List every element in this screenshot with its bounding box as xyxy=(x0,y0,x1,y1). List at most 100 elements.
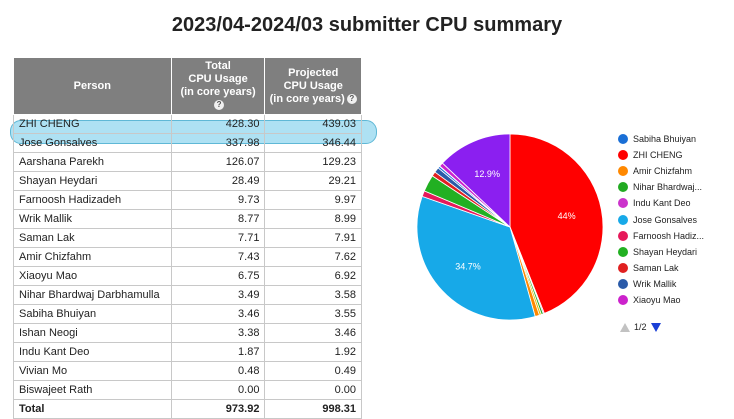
cell-person: Nihar Bhardwaj Darbhamulla xyxy=(13,285,172,305)
legend-item[interactable]: Farnoosh Hadiz... xyxy=(618,228,704,244)
legend-color-dot xyxy=(618,214,628,225)
legend-item[interactable]: Shayan Heydari xyxy=(618,244,704,260)
header-projected-line3: (in core years) xyxy=(269,92,345,105)
cell-projected: 8.99 xyxy=(264,209,362,229)
pie-slice[interactable] xyxy=(441,133,511,228)
cell-person: Wrik Mallik xyxy=(13,209,172,229)
legend-item[interactable]: Indu Kant Deo xyxy=(618,195,704,211)
cell-person: ZHI CHENG xyxy=(13,114,172,134)
table-total-row: Total 973.92 998.31 xyxy=(13,399,362,419)
legend-item[interactable]: Xiaoyu Mao xyxy=(618,292,704,308)
legend-color-dot xyxy=(618,166,628,177)
cell-projected: 29.21 xyxy=(264,171,362,191)
legend-prev-page-icon[interactable] xyxy=(620,322,630,332)
cell-person: Biswajeet Rath xyxy=(13,380,172,400)
cell-total: 0.48 xyxy=(170,361,266,381)
header-projected-cpu[interactable]: Projected CPU Usage (in core years)? xyxy=(264,57,362,115)
pie-slice-label: 44% xyxy=(558,211,576,221)
legend-label: Wrik Mallik xyxy=(633,278,677,289)
cell-total: 3.49 xyxy=(170,285,266,305)
legend-label: Sabiha Bhuiyan xyxy=(633,134,697,145)
table-row: Vivian Mo 0.48 0.49 xyxy=(13,361,362,381)
cell-total: 3.38 xyxy=(170,323,266,343)
legend-item[interactable]: Saman Lak xyxy=(618,260,704,276)
table-row: Biswajeet Rath 0.00 0.00 xyxy=(13,380,362,400)
legend-label: Xiaoyu Mao xyxy=(633,294,681,305)
cell-total: 28.49 xyxy=(170,171,266,191)
cell-projected: 998.31 xyxy=(264,399,362,419)
cell-projected: 3.46 xyxy=(264,323,362,343)
table-row: Wrik Mallik 8.77 8.99 xyxy=(13,209,362,229)
legend-item[interactable]: Amir Chizfahm xyxy=(618,163,704,179)
legend-label: Farnoosh Hadiz... xyxy=(633,230,705,241)
cell-projected: 7.91 xyxy=(264,228,362,248)
header-projected-line2: CPU Usage xyxy=(283,79,343,92)
table-row: Farnoosh Hadizadeh 9.73 9.97 xyxy=(13,190,362,210)
legend-color-dot xyxy=(618,278,628,289)
header-person[interactable]: Person xyxy=(13,57,172,115)
pie-slice[interactable] xyxy=(509,133,604,314)
cell-projected: 9.97 xyxy=(264,190,362,210)
table-row: Ishan Neogi 3.38 3.46 xyxy=(13,323,362,343)
table-row: Indu Kant Deo 1.87 1.92 xyxy=(13,342,362,362)
cell-person: Total xyxy=(13,399,172,419)
cell-total: 3.46 xyxy=(170,304,266,324)
cpu-summary-table: Person Total CPU Usage (in core years)? … xyxy=(13,57,362,419)
table-row: Xiaoyu Mao 6.75 6.92 xyxy=(13,266,362,286)
header-total-line2: CPU Usage xyxy=(188,73,248,85)
pie-slice-label: 34.7% xyxy=(455,261,481,271)
legend-color-dot xyxy=(618,230,628,241)
cell-person: Shayan Heydari xyxy=(13,171,172,191)
cell-projected: 7.62 xyxy=(264,247,362,267)
legend-item[interactable]: Jose Gonsalves xyxy=(618,211,704,227)
table-row: Shayan Heydari 28.49 29.21 xyxy=(13,171,362,191)
cpu-pie-chart[interactable]: 44% 34.7% 12.9% xyxy=(410,130,610,330)
legend-color-dot xyxy=(618,134,628,145)
cell-person: Aarshana Parekh xyxy=(13,152,172,172)
header-total-line1: Total xyxy=(205,60,231,72)
cell-total: 428.30 xyxy=(170,114,266,134)
cell-projected: 346.44 xyxy=(264,133,362,153)
help-icon[interactable]: ? xyxy=(214,100,225,111)
legend-label: Nihar Bhardwaj... xyxy=(633,182,703,193)
cell-total: 337.98 xyxy=(170,133,266,153)
cell-projected: 0.00 xyxy=(264,380,362,400)
cell-projected: 1.92 xyxy=(264,342,362,362)
cell-projected: 3.58 xyxy=(264,285,362,305)
table-row: Jose Gonsalves 337.98 346.44 xyxy=(13,133,362,153)
legend-label: Jose Gonsalves xyxy=(633,214,698,225)
legend-item[interactable]: ZHI CHENG xyxy=(618,147,704,163)
legend-color-dot xyxy=(618,294,628,305)
cell-total: 0.00 xyxy=(170,380,266,400)
chart-legend: Sabiha Bhuiyan ZHI CHENG Amir Chizfahm Niha… xyxy=(618,131,704,308)
cell-total: 7.71 xyxy=(170,228,266,248)
cell-total: 973.92 xyxy=(170,399,266,419)
header-projected-line1: Projected xyxy=(288,66,339,79)
legend-page-label: 1/2 xyxy=(634,322,647,332)
table-row: Aarshana Parekh 126.07 129.23 xyxy=(13,152,362,172)
legend-item[interactable]: Nihar Bhardwaj... xyxy=(618,179,704,195)
help-icon[interactable]: ? xyxy=(346,93,357,104)
pie-slice[interactable] xyxy=(416,195,536,321)
header-total-cpu[interactable]: Total CPU Usage (in core years)? xyxy=(170,57,266,115)
pie-slice-label: 12.9% xyxy=(474,169,500,179)
cell-total: 126.07 xyxy=(170,152,266,172)
legend-color-dot xyxy=(618,182,628,193)
cell-projected: 6.92 xyxy=(264,266,362,286)
cell-projected: 3.55 xyxy=(264,304,362,324)
table-row: ZHI CHENG 428.30 439.03 xyxy=(13,114,362,134)
cell-projected: 0.49 xyxy=(264,361,362,381)
legend-next-page-icon[interactable] xyxy=(650,322,661,332)
cell-total: 1.87 xyxy=(170,342,266,362)
legend-label: Indu Kant Deo xyxy=(633,198,691,209)
legend-color-dot xyxy=(618,198,628,209)
cell-person: Ishan Neogi xyxy=(13,323,172,343)
cell-person: Sabiha Bhuiyan xyxy=(13,304,172,324)
cell-person: Farnoosh Hadizadeh xyxy=(13,190,172,210)
cell-total: 7.43 xyxy=(170,247,266,267)
legend-item[interactable]: Wrik Mallik xyxy=(618,276,704,292)
legend-pager: 1/2 xyxy=(620,322,661,332)
legend-color-dot xyxy=(618,246,628,257)
cell-person: Vivian Mo xyxy=(13,361,172,381)
legend-item[interactable]: Sabiha Bhuiyan xyxy=(618,131,704,147)
